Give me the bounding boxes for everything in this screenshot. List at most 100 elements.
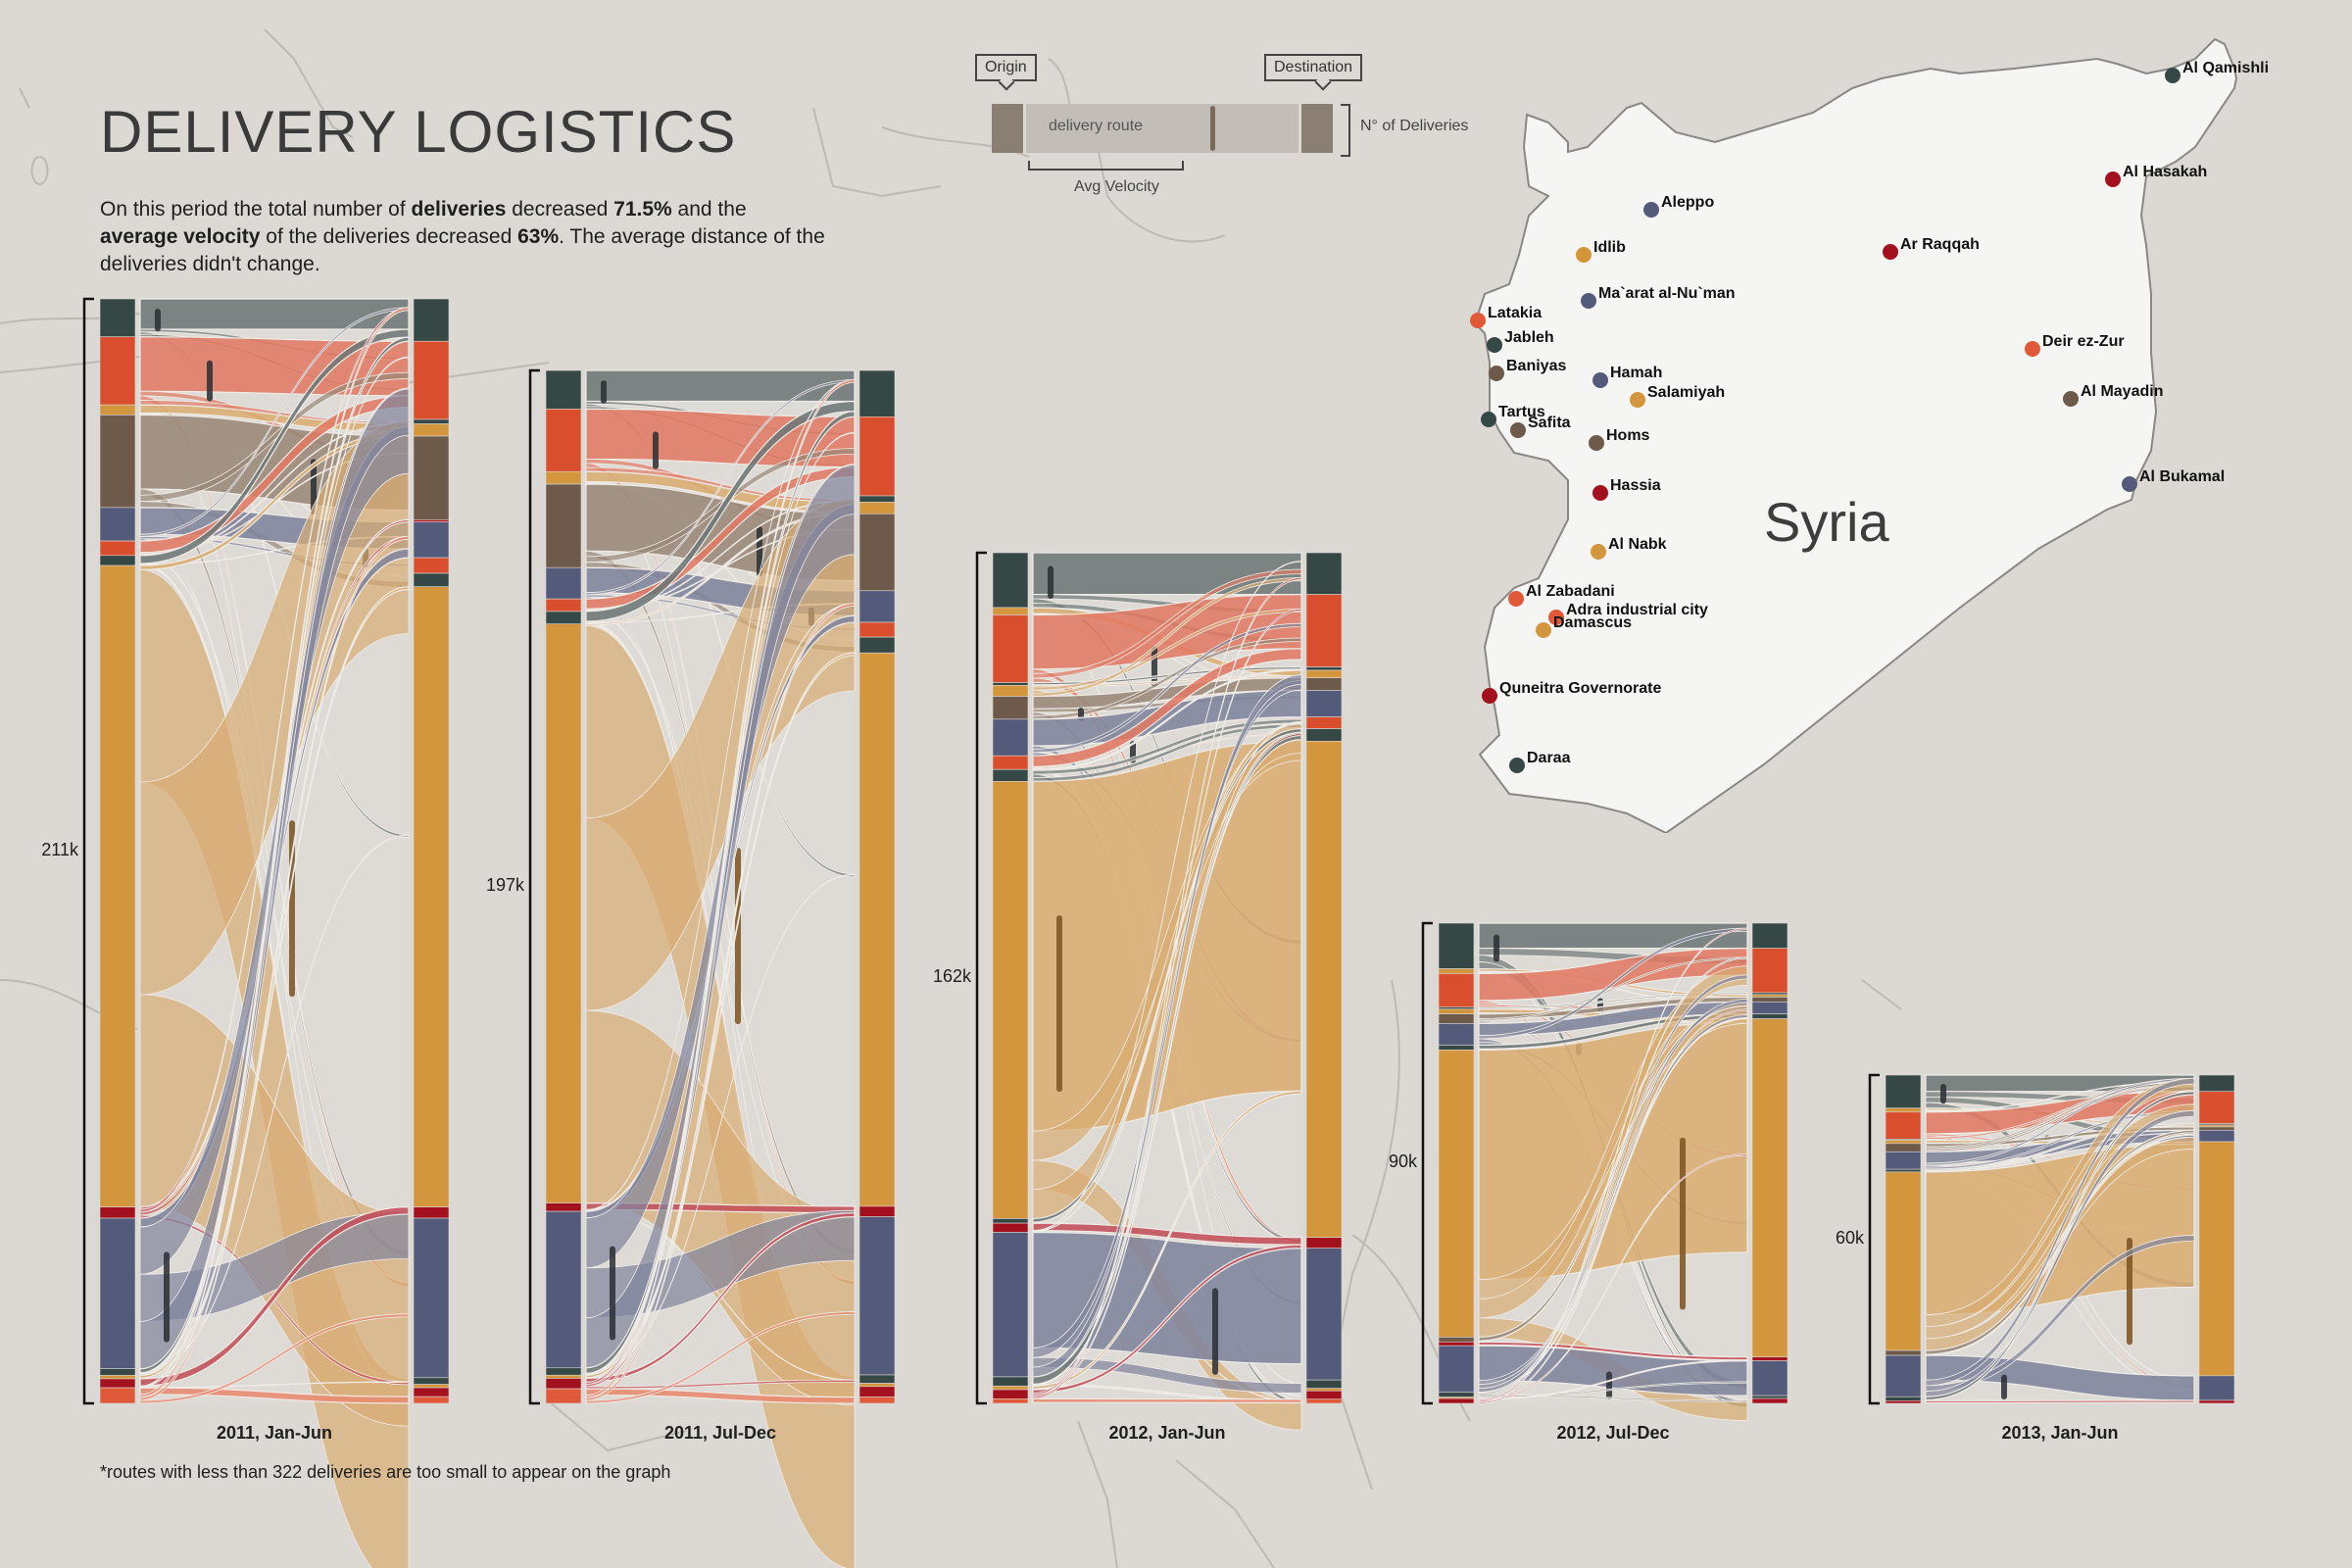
origin-segment[interactable] xyxy=(992,682,1029,686)
origin-segment[interactable] xyxy=(992,781,1029,1219)
origin-segment[interactable] xyxy=(1885,1151,1922,1170)
destination-segment[interactable] xyxy=(413,1217,450,1379)
destination-segment[interactable] xyxy=(2198,1375,2235,1401)
origin-segment[interactable] xyxy=(992,1218,1029,1224)
origin-segment[interactable] xyxy=(992,1398,1029,1404)
destination-segment[interactable] xyxy=(1305,594,1343,667)
origin-segment[interactable] xyxy=(992,614,1029,683)
destination-segment[interactable] xyxy=(413,1387,450,1397)
destination-segment[interactable] xyxy=(413,418,450,424)
origin-segment[interactable] xyxy=(99,1217,136,1370)
destination-segment[interactable] xyxy=(2198,1141,2235,1377)
destination-segment[interactable] xyxy=(858,416,896,497)
origin-segment[interactable] xyxy=(992,755,1029,770)
origin-segment[interactable] xyxy=(1438,922,1475,969)
origin-segment[interactable] xyxy=(545,598,582,612)
origin-segment[interactable] xyxy=(1438,968,1475,974)
destination-segment[interactable] xyxy=(858,1205,896,1217)
origin-segment[interactable] xyxy=(1885,1171,1922,1351)
origin-segment[interactable] xyxy=(1885,1354,1922,1397)
origin-segment[interactable] xyxy=(1885,1400,1922,1404)
destination-segment[interactable] xyxy=(1751,997,1788,1003)
destination-segment[interactable] xyxy=(1751,1360,1788,1396)
origin-segment[interactable] xyxy=(1438,1337,1475,1343)
destination-segment[interactable] xyxy=(413,1384,450,1389)
destination-segment[interactable] xyxy=(858,502,896,514)
origin-segment[interactable] xyxy=(1438,1045,1475,1051)
origin-segment[interactable] xyxy=(992,1232,1029,1378)
origin-segment[interactable] xyxy=(1885,1396,1922,1401)
destination-segment[interactable] xyxy=(413,521,450,559)
origin-segment[interactable] xyxy=(99,1368,136,1376)
destination-segment[interactable] xyxy=(2198,1399,2235,1404)
destination-segment[interactable] xyxy=(413,423,450,437)
destination-segment[interactable] xyxy=(858,1374,896,1384)
destination-segment[interactable] xyxy=(413,572,450,588)
destination-segment[interactable] xyxy=(413,340,450,420)
destination-segment[interactable] xyxy=(2198,1129,2235,1143)
origin-segment[interactable] xyxy=(1438,1341,1475,1347)
destination-segment[interactable] xyxy=(413,586,450,1207)
destination-segment[interactable] xyxy=(413,557,450,574)
destination-segment[interactable] xyxy=(413,519,450,522)
destination-segment[interactable] xyxy=(1305,728,1343,742)
destination-segment[interactable] xyxy=(1751,994,1788,998)
destination-segment[interactable] xyxy=(858,495,896,503)
origin-segment[interactable] xyxy=(992,685,1029,697)
destination-segment[interactable] xyxy=(413,435,450,520)
destination-segment[interactable] xyxy=(1305,1388,1343,1392)
destination-segment[interactable] xyxy=(1305,1248,1343,1381)
destination-segment[interactable] xyxy=(1305,690,1343,717)
destination-segment[interactable] xyxy=(413,1396,450,1404)
origin-segment[interactable] xyxy=(99,1375,136,1380)
destination-segment[interactable] xyxy=(1751,1356,1788,1361)
destination-segment[interactable] xyxy=(858,1386,896,1397)
destination-segment[interactable] xyxy=(2198,1124,2235,1128)
destination-segment[interactable] xyxy=(1305,1390,1343,1400)
destination-segment[interactable] xyxy=(858,513,896,592)
origin-segment[interactable] xyxy=(99,1206,136,1219)
destination-segment[interactable] xyxy=(858,1383,896,1388)
origin-segment[interactable] xyxy=(1438,1392,1475,1397)
destination-segment[interactable] xyxy=(1305,1398,1343,1404)
origin-segment[interactable] xyxy=(992,1222,1029,1233)
origin-segment[interactable] xyxy=(99,507,136,542)
destination-segment[interactable] xyxy=(1305,741,1343,1238)
destination-segment[interactable] xyxy=(1751,1018,1788,1357)
destination-segment[interactable] xyxy=(1305,677,1343,691)
destination-segment[interactable] xyxy=(858,369,896,417)
origin-segment[interactable] xyxy=(99,564,136,1207)
destination-segment[interactable] xyxy=(1751,1397,1788,1404)
origin-segment[interactable] xyxy=(99,540,136,557)
origin-segment[interactable] xyxy=(545,369,582,410)
origin-segment[interactable] xyxy=(1438,1345,1475,1394)
origin-segment[interactable] xyxy=(1885,1168,1922,1173)
origin-segment[interactable] xyxy=(992,1385,1029,1391)
destination-segment[interactable] xyxy=(413,1377,450,1385)
destination-segment[interactable] xyxy=(1751,922,1788,949)
destination-segment[interactable] xyxy=(858,621,896,638)
origin-segment[interactable] xyxy=(545,1388,582,1404)
destination-segment[interactable] xyxy=(413,298,450,342)
origin-segment[interactable] xyxy=(99,336,136,406)
origin-segment[interactable] xyxy=(1438,1013,1475,1024)
destination-segment[interactable] xyxy=(1751,1002,1788,1014)
origin-segment[interactable] xyxy=(1438,1397,1475,1404)
origin-segment[interactable] xyxy=(99,555,136,566)
destination-segment[interactable] xyxy=(858,1216,896,1376)
destination-segment[interactable] xyxy=(413,1206,450,1219)
destination-segment[interactable] xyxy=(1305,552,1343,595)
origin-segment[interactable] xyxy=(545,1374,582,1379)
destination-segment[interactable] xyxy=(858,636,896,654)
origin-segment[interactable] xyxy=(545,566,582,600)
origin-segment[interactable] xyxy=(545,1210,582,1369)
origin-segment[interactable] xyxy=(1438,973,1475,1008)
origin-segment[interactable] xyxy=(545,483,582,568)
destination-segment[interactable] xyxy=(1751,1395,1788,1399)
destination-segment[interactable] xyxy=(1305,669,1343,678)
origin-segment[interactable] xyxy=(992,696,1029,720)
origin-segment[interactable] xyxy=(992,718,1029,757)
origin-segment[interactable] xyxy=(545,470,582,485)
destination-segment[interactable] xyxy=(1305,666,1343,671)
origin-segment[interactable] xyxy=(99,298,136,338)
